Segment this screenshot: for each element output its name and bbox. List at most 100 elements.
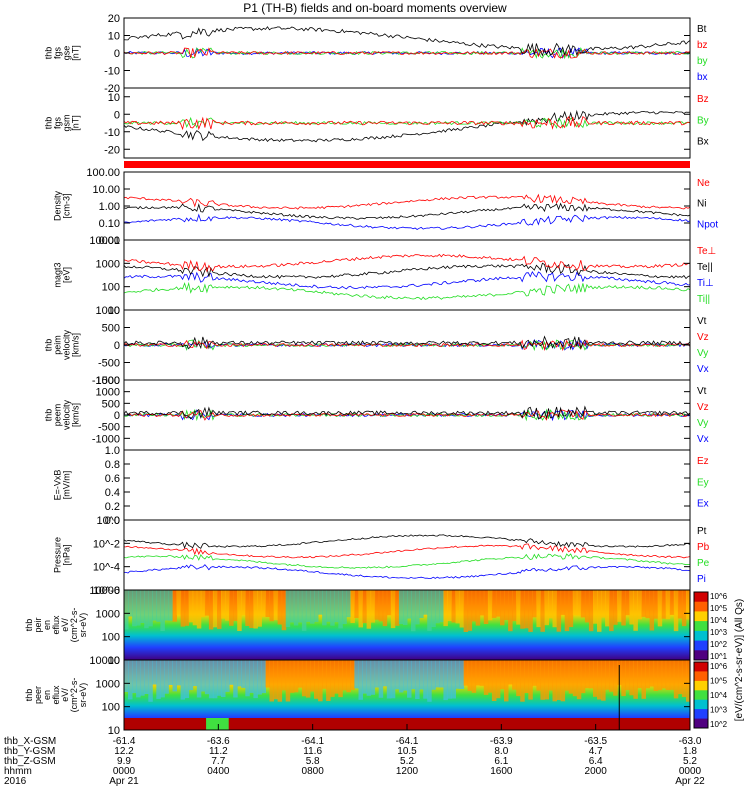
y-axis-label-line: (cm^2-s-: [69, 678, 79, 713]
y-tick-label: 10000: [89, 655, 120, 667]
spectrogram-column: [257, 660, 262, 695]
y-tick-label: 1000: [96, 608, 120, 620]
y-tick-label: 10: [108, 92, 120, 104]
spectrogram-column: [378, 590, 384, 622]
y-tick-label: 10: [108, 305, 120, 317]
colorbar-tick-label: 10^3: [710, 628, 728, 637]
spectrogram-column: [390, 590, 396, 629]
spectrogram-column: [261, 590, 266, 617]
spectrogram-column: [641, 590, 646, 617]
spectrogram-column: [273, 660, 279, 700]
y-axis-label: thb peer en eflux eV/(cm^2-s-sr-eV): [24, 678, 88, 713]
spectrogram-column: [241, 660, 246, 688]
spectrogram-column: [398, 590, 404, 625]
legend-Ey: Ey: [697, 477, 709, 488]
y-axis-label-line: thb: [44, 339, 54, 352]
spectrogram-column: [423, 590, 428, 615]
spectrogram-column: [447, 590, 452, 621]
colorbar-swatch: [694, 662, 708, 672]
spectrogram-column: [180, 660, 186, 700]
y-tick-label: -10: [104, 66, 120, 78]
spectrogram-column: [504, 590, 509, 620]
spectrogram-column: [491, 590, 497, 618]
y-tick-label: 10: [108, 725, 120, 737]
spectrogram-column: [229, 660, 234, 685]
spectrogram-column: [415, 660, 420, 699]
spectrogram-column: [411, 660, 416, 690]
legend-Bz: Bz: [697, 94, 709, 105]
spectrogram-column: [487, 660, 493, 693]
spectrogram-column: [403, 660, 408, 691]
series-Vz-line: [123, 409, 691, 421]
spectrogram-column: [467, 660, 473, 691]
spectrogram-column: [225, 590, 230, 621]
y-tick-label: 1000: [96, 305, 120, 317]
x-axis-row-label: thb_Y-GSM: [4, 746, 55, 757]
spectrogram-column: [403, 590, 408, 626]
legend-Ez: Ez: [697, 456, 709, 467]
spectrogram-column: [362, 660, 367, 694]
series-Pi-line: [123, 564, 691, 579]
series-Ni-line: [123, 202, 691, 220]
colorbar-tick-label: 10^4: [710, 616, 728, 625]
spectrogram-column: [613, 660, 618, 696]
spectrogram-column: [584, 660, 590, 689]
spectrogram-column: [556, 590, 562, 632]
y-tick-label: 10000: [89, 585, 120, 597]
spectrogram-column: [633, 590, 638, 631]
legend-Bx: Bx: [697, 137, 709, 148]
spectrogram-column: [277, 590, 283, 625]
spectrogram-column: [180, 590, 186, 627]
spectrogram-column: [362, 590, 367, 624]
spectrogram-column: [346, 660, 351, 693]
spectrogram-column: [463, 590, 469, 632]
spectrogram-column: [164, 590, 169, 621]
y-axis-label-line: eflux: [51, 685, 61, 705]
y-axis-label-line: velocity: [62, 399, 72, 430]
spectrogram-column: [508, 660, 513, 685]
x-tick-label: 9.9: [117, 756, 131, 767]
y-tick-label: 0.4: [105, 487, 120, 499]
spectrogram-column: [487, 590, 493, 621]
spectrogram-column: [310, 590, 315, 624]
spectrogram-column: [443, 590, 448, 627]
legend-Ti: Ti⊥: [697, 278, 714, 289]
spectrogram-column: [342, 590, 347, 625]
spectrogram-column: [540, 660, 545, 700]
spectrogram-column: [233, 590, 238, 621]
x-axis-date-end: Apr 22: [675, 776, 705, 787]
legend-Vx: Vx: [697, 434, 709, 445]
y-tick-label: 10: [108, 655, 120, 667]
legend-Npot: Npot: [697, 219, 718, 230]
y-tick-label: 10^-4: [93, 562, 120, 574]
spectrogram-column: [237, 660, 242, 687]
x-tick-label: 10.5: [397, 746, 417, 757]
spectrogram-column: [629, 660, 634, 696]
spectrogram-column: [568, 660, 574, 694]
series-Vt-line: [123, 405, 691, 420]
spectrogram-column: [261, 660, 266, 694]
spectrogram-column: [176, 660, 182, 686]
series-Ti-line: [123, 281, 691, 301]
spectrogram-column: [532, 660, 537, 686]
panel-pressure: 10^0 10^-2 10^-4 10^-6 Pressure [nPa] Pt Pb Pe Pi: [53, 515, 710, 597]
spectrogram-column: [297, 590, 303, 623]
x-tick-label: 0400: [207, 766, 230, 777]
spectrogram-column: [544, 590, 549, 626]
spectrogram-column: [649, 660, 655, 687]
spectrogram-column: [669, 590, 675, 615]
spectrogram-column: [536, 660, 541, 691]
spectrogram-column: [297, 660, 303, 688]
spectrogram-column: [686, 590, 691, 620]
spectrogram-column: [637, 590, 642, 620]
spectrogram-column: [556, 660, 562, 700]
legend-Bt: Bt: [697, 24, 707, 35]
y-tick-label: 100: [102, 282, 120, 294]
y-axis-label-line: [nT]: [71, 115, 81, 131]
y-axis-label-line: [km/s]: [71, 333, 81, 357]
y-tick-label: 0: [114, 109, 120, 121]
y-tick-label: -1000: [92, 375, 120, 387]
y-axis-label-line: thb: [24, 689, 34, 702]
spectrogram-column: [605, 590, 610, 627]
legend-Vt: Vt: [697, 316, 707, 327]
